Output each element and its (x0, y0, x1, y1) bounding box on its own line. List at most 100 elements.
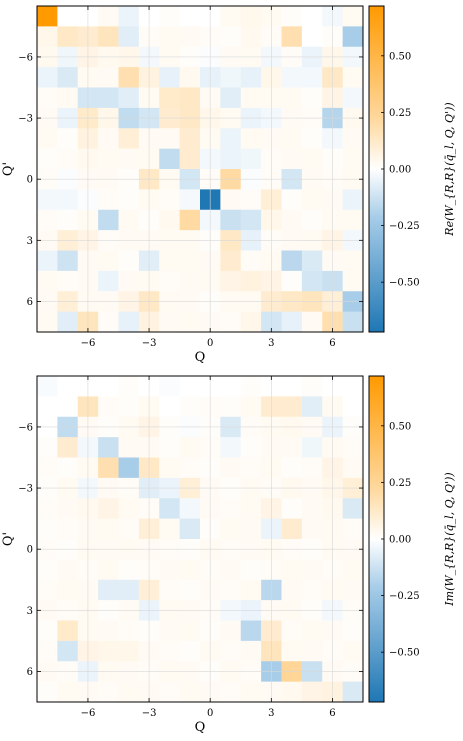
heatmap-cell (240, 559, 262, 581)
heatmap-cell (179, 189, 201, 211)
heatmap-cell (37, 189, 58, 211)
y-tick-label: 6 (27, 667, 33, 678)
heatmap-cell (118, 128, 140, 150)
heatmap-cell (281, 620, 303, 642)
heatmap-cell (37, 518, 58, 540)
heatmap-cell (118, 518, 140, 540)
heatmap-cell (342, 148, 364, 170)
heatmap-cell (159, 87, 181, 109)
heatmap-cell (159, 457, 181, 479)
heatmap-cell (57, 209, 79, 231)
heatmap-cell (179, 640, 201, 662)
heatmap-cell (281, 26, 303, 48)
heatmap-cell (281, 518, 303, 540)
heatmap-cell (179, 67, 201, 88)
heatmap-cell (118, 681, 140, 703)
heatmap-cell (37, 579, 58, 601)
colorbar-tick-label: 0.50 (389, 51, 411, 62)
heatmap-cell (220, 87, 242, 109)
heatmap-cell (98, 518, 119, 540)
heatmap-cell (57, 270, 79, 292)
heatmap-cell (342, 128, 364, 150)
y-tick-label: 3 (27, 606, 33, 617)
heatmap-cell (281, 148, 303, 170)
x-tick-label: −3 (142, 708, 157, 719)
heatmap-cell (342, 6, 364, 27)
heatmap-cell (281, 681, 303, 703)
heatmap-cell (98, 250, 119, 272)
x-axis-title: Q (195, 720, 206, 735)
heatmap-cell (98, 148, 119, 170)
heatmap-cell (159, 26, 181, 48)
heatmap-cell (220, 311, 242, 333)
heatmap-cell (159, 270, 181, 292)
heatmap-cell (342, 620, 364, 642)
heatmap-cell (179, 270, 201, 292)
heatmap-cell (342, 498, 364, 520)
heatmap-cell (301, 681, 323, 703)
heatmap-cell (57, 620, 79, 642)
heatmap-cell (118, 189, 140, 211)
heatmap-cell (301, 6, 323, 27)
heatmap-cell (118, 250, 140, 272)
heatmap-cell (342, 457, 364, 479)
heatmap-cell (301, 26, 323, 48)
heatmap-cell (37, 311, 58, 333)
heatmap-cell (220, 148, 242, 170)
heatmap-cell (301, 311, 323, 333)
x-tick-label: 3 (268, 708, 274, 719)
heatmap-cell (179, 681, 201, 703)
heatmap-cell (342, 250, 364, 272)
heatmap-cell (220, 579, 242, 601)
heatmap-cell (98, 498, 119, 520)
heatmap-cell (57, 87, 79, 109)
heatmap-cell (220, 457, 242, 479)
heatmap-cell (342, 559, 364, 581)
heatmap-cell (220, 518, 242, 540)
heatmap-cell (118, 87, 140, 109)
heatmap-cell (220, 250, 242, 272)
heatmap-cell (159, 6, 181, 27)
heatmap-cell (37, 87, 58, 109)
heatmap-cell (57, 311, 79, 333)
heatmap-cell (281, 640, 303, 662)
heatmap-cell (220, 189, 242, 211)
heatmap-cell (342, 87, 364, 109)
heatmap-cell (37, 498, 58, 520)
heatmap-cell (179, 518, 201, 540)
heatmap-cell (281, 87, 303, 109)
heatmap-cell (281, 209, 303, 231)
heatmap-cell (118, 67, 140, 88)
heatmap-cell (301, 189, 323, 211)
heatmap-cell (281, 250, 303, 272)
heatmap-cell (240, 270, 262, 292)
heatmap-cell (159, 189, 181, 211)
heatmap-cell (281, 559, 303, 581)
heatmap-cell (179, 376, 201, 397)
x-tick-label: 6 (329, 338, 335, 349)
heatmap-cell (159, 559, 181, 581)
heatmap-cell (98, 311, 119, 333)
heatmap-cell (37, 67, 58, 88)
x-tick-label: 0 (207, 338, 213, 349)
heatmap-cell (240, 376, 262, 397)
heatmap-cell (240, 457, 262, 479)
heatmap-cell (179, 396, 201, 418)
heatmap-cell (281, 270, 303, 292)
heatmap-cell (301, 67, 323, 88)
heatmap-cell (57, 396, 79, 418)
y-tick-label: −3 (18, 484, 33, 495)
heatmap-cell (240, 620, 262, 642)
heatmap-cell (220, 67, 242, 88)
heatmap-cell (179, 209, 201, 231)
heatmap-cell (179, 579, 201, 601)
heatmap-cell (301, 209, 323, 231)
heatmap-cell (220, 209, 242, 231)
heatmap-cell (342, 518, 364, 540)
heatmap-cell (159, 128, 181, 150)
heatmap-cell (159, 376, 181, 397)
heatmap-cell (159, 518, 181, 540)
heatmap-cell (118, 311, 140, 333)
heatmap-cell (240, 148, 262, 170)
